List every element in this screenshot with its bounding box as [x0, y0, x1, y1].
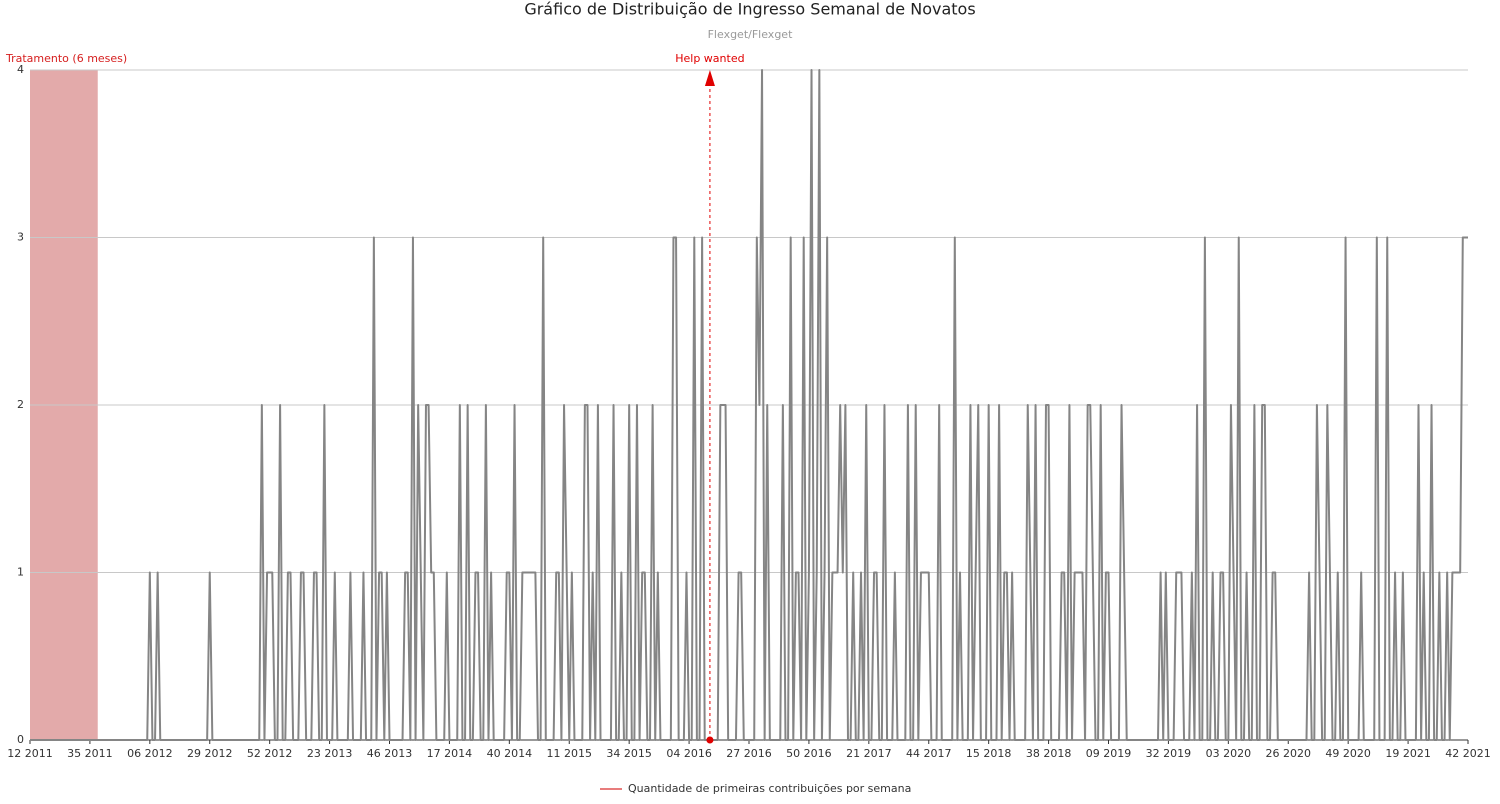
treatment-label: Tratamento (6 meses) — [5, 52, 127, 65]
help-wanted-dot — [706, 736, 714, 744]
y-tick-label: 3 — [17, 231, 24, 244]
legend-label: Quantidade de primeiras contribuições po… — [628, 782, 911, 795]
x-tick-label: 17 2014 — [427, 747, 473, 760]
y-tick-label: 2 — [17, 398, 24, 411]
x-tick-label: 52 2012 — [247, 747, 293, 760]
x-tick-label: 38 2018 — [1026, 747, 1072, 760]
x-tick-label: 29 2012 — [187, 747, 233, 760]
x-tick-label: 23 2013 — [307, 747, 353, 760]
x-tick-label: 35 2011 — [67, 747, 113, 760]
chart-title: Gráfico de Distribuição de Ingresso Sema… — [524, 0, 975, 19]
x-tick-label: 46 2013 — [367, 747, 413, 760]
x-tick-label: 09 2019 — [1086, 747, 1132, 760]
x-tick-label: 04 2016 — [666, 747, 712, 760]
x-tick-label: 26 2020 — [1266, 747, 1312, 760]
x-tick-label: 11 2015 — [547, 747, 593, 760]
help-wanted-arrow — [704, 70, 715, 86]
x-tick-label: 12 2011 — [7, 747, 53, 760]
y-tick-label: 1 — [17, 566, 24, 579]
x-tick-label: 42 2021 — [1445, 747, 1491, 760]
x-tick-label: 49 2020 — [1325, 747, 1371, 760]
x-tick-label: 50 2016 — [786, 747, 832, 760]
y-tick-label: 0 — [17, 733, 24, 746]
chart-subtitle: Flexget/Flexget — [708, 28, 793, 41]
y-tick-label: 4 — [17, 63, 24, 76]
x-tick-label: 15 2018 — [966, 747, 1012, 760]
x-tick-label: 44 2017 — [906, 747, 952, 760]
x-tick-label: 32 2019 — [1146, 747, 1192, 760]
x-tick-label: 19 2021 — [1385, 747, 1431, 760]
series-line — [30, 69, 1468, 741]
x-tick-label: 27 2016 — [726, 747, 772, 760]
x-tick-label: 34 2015 — [606, 747, 652, 760]
x-tick-label: 03 2020 — [1206, 747, 1252, 760]
x-tick-label: 40 2014 — [487, 747, 533, 760]
x-tick-label: 06 2012 — [127, 747, 173, 760]
x-tick-label: 21 2017 — [846, 747, 892, 760]
help-wanted-label: Help wanted — [675, 52, 744, 65]
